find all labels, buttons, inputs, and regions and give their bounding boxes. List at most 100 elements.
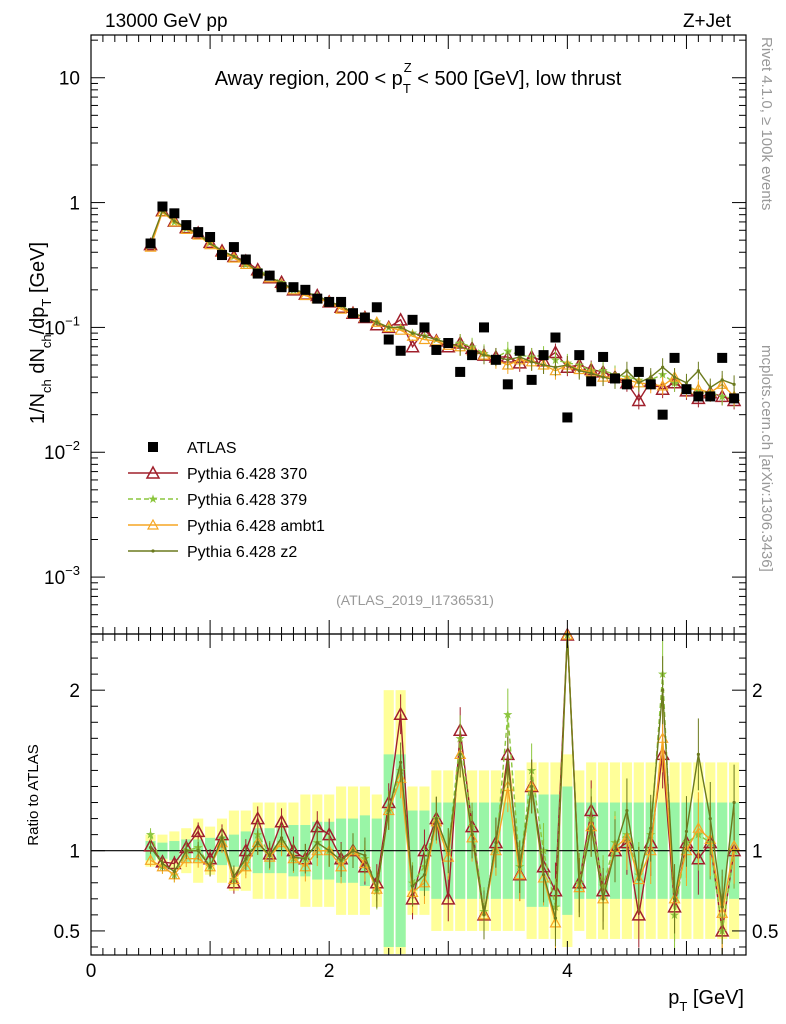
- ratio-marker-z2: [208, 865, 212, 869]
- header-right: Z+Jet: [683, 11, 732, 32]
- atlas-point: [395, 345, 406, 356]
- ylabel-p3: dN: [27, 348, 49, 379]
- marker-z2: [672, 375, 677, 379]
- atlas-point: [621, 379, 632, 390]
- atlas-point: [383, 334, 394, 345]
- atlas-point: [693, 391, 704, 402]
- atlas-point: [217, 250, 227, 261]
- atlas-point: [479, 322, 489, 333]
- atlas-point: [467, 350, 478, 361]
- ratio-marker-z2: [530, 784, 534, 789]
- ratio-y-tick-label-right: 0.5: [752, 922, 778, 943]
- marker-z2: [684, 381, 689, 385]
- atlas-point: [657, 409, 668, 420]
- legend-label-3: Pythia 6.428 ambt1: [187, 518, 325, 535]
- atlas-point: [193, 227, 204, 238]
- marker-z2: [565, 363, 569, 367]
- ratio-marker-z2: [720, 905, 724, 909]
- series-line-ambt1: [149, 210, 735, 397]
- marker-z2: [530, 360, 534, 364]
- tick-exponent: −2: [65, 438, 80, 453]
- x-tick-label: 4: [562, 961, 573, 982]
- ratio-y-axis-label: Ratio to ATLAS: [25, 744, 42, 845]
- atlas-point: [717, 352, 728, 363]
- ratio-marker-z2: [637, 877, 641, 882]
- main-y-tick-label: 10−1: [44, 313, 80, 339]
- marker-z2: [232, 254, 236, 259]
- marker-p370: [631, 392, 647, 407]
- marker-ambt1: [394, 323, 407, 335]
- ylabel-p1: 1/N: [27, 393, 49, 424]
- marker-p370: [405, 339, 420, 353]
- atlas-point: [407, 314, 418, 325]
- marker-z2: [375, 320, 379, 324]
- atlas-point: [371, 302, 382, 313]
- atlas-point: [228, 242, 239, 253]
- ratio-marker-z2: [696, 752, 700, 756]
- atlas-point: [431, 344, 442, 355]
- marker-ambt1: [299, 289, 312, 301]
- legend-marker-p379: ★: [148, 492, 159, 506]
- ratio-marker-ambt1: [239, 860, 252, 872]
- ratio-marker-z2: [148, 845, 153, 850]
- ratio-y-tick-label-left: 2: [69, 681, 80, 702]
- marker-z2: [422, 334, 427, 338]
- atlas-point: [359, 312, 370, 323]
- ratio-marker-z2: [351, 849, 355, 853]
- marker-z2: [482, 353, 486, 357]
- title-sub-T: T: [403, 81, 411, 96]
- marker-ambt1: [156, 205, 169, 217]
- ratio-marker-z2: [184, 849, 188, 853]
- ratio-marker-z2: [613, 849, 617, 853]
- header-left: 13000 GeV pp: [105, 11, 228, 32]
- atlas-point: [181, 220, 192, 231]
- marker-z2: [732, 382, 736, 386]
- marker-ambt1: [168, 215, 181, 227]
- ratio-marker-z2: [196, 849, 200, 853]
- ratio-marker-z2: [446, 849, 450, 853]
- ratio-marker-z2: [268, 853, 272, 858]
- atlas-point: [562, 412, 573, 423]
- ratio-marker-z2: [708, 816, 712, 821]
- main-y-tick-label: 10−3: [44, 563, 80, 589]
- x-tick-label: 0: [86, 961, 97, 982]
- marker-z2: [708, 385, 712, 390]
- legend-label-1: Pythia 6.428 370: [187, 466, 307, 483]
- marker-z2: [410, 331, 415, 335]
- atlas-point: [252, 268, 263, 279]
- atlas-point: [419, 322, 430, 333]
- ratio-marker-z2: [363, 853, 367, 858]
- ratio-marker-z2: [732, 800, 736, 805]
- ratio-marker-z2: [661, 688, 665, 692]
- ratio-marker-z2: [494, 841, 498, 845]
- atlas-point: [264, 270, 275, 281]
- ratio-y-tick-label-left: 0.5: [54, 922, 80, 943]
- atlas-point: [645, 379, 656, 390]
- atlas-point: [443, 338, 454, 349]
- ratio-marker-z2: [625, 808, 629, 813]
- ratio-marker-z2: [458, 752, 462, 756]
- plot-title: Away region, 200 < pTZ < 500 [GeV], low …: [215, 60, 622, 96]
- marker-z2: [589, 371, 593, 375]
- atlas-point: [276, 282, 287, 293]
- ylabel-p7: [GeV]: [27, 242, 49, 299]
- legend-marker-ambt1: [146, 518, 160, 530]
- side-label-mcplots: mcplots.cern.ch [arXiv:1306.3436]: [758, 345, 775, 572]
- marker-z2: [458, 345, 462, 349]
- ratio-plot-data: ★★★★★★★★★★★★★★★★★★★★★★★★★★★★★★★★★★★★★★★★…: [91, 627, 746, 954]
- ylabel-p6: T: [39, 299, 54, 307]
- ratio-marker-ambt1: [394, 772, 407, 784]
- ratio-line-z2: [149, 634, 735, 919]
- tick-exponent: −3: [65, 563, 80, 578]
- ratio-marker-z2: [399, 760, 403, 765]
- ratio-marker-z2: [482, 913, 486, 917]
- marker-z2: [649, 375, 653, 379]
- ratio-marker-z2: [291, 855, 296, 859]
- ratio-marker-z2: [387, 808, 391, 813]
- ratio-marker-z2: [601, 897, 605, 901]
- title-part-1: Away region, 200 < p: [215, 68, 403, 90]
- tick-base: 10: [44, 568, 65, 589]
- atlas-point: [598, 351, 609, 362]
